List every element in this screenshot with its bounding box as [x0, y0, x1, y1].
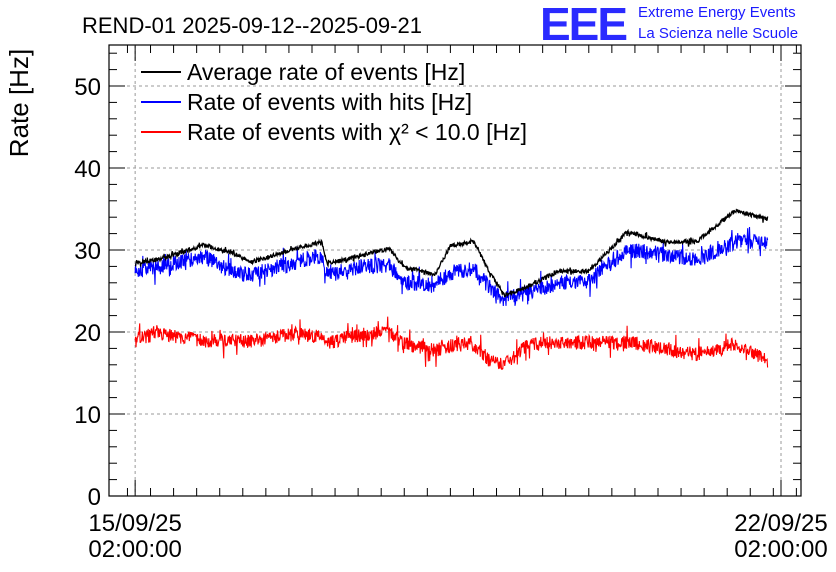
series-layer — [134, 208, 769, 370]
plot-frame — [108, 44, 802, 497]
logo-line-2: La Scienza nelle Scuole — [638, 25, 799, 42]
legend: Average rate of events [Hz] Rate of event… — [141, 59, 527, 145]
series-line-2 — [134, 226, 769, 307]
series-line-3 — [134, 316, 769, 370]
legend-label-1: Average rate of events [Hz] — [187, 59, 465, 85]
axis-ticks: 0102030405015/09/2502:00:0022/09/2502:00… — [74, 45, 828, 563]
logo-line-1: Extreme Energy Events — [638, 4, 796, 21]
y-tick-label: 50 — [74, 74, 101, 101]
chart-title: REND-01 2025-09-12--2025-09-21 — [82, 13, 422, 38]
x-tick-label-time: 02:00:00 — [88, 536, 181, 563]
series-line-1 — [134, 208, 769, 298]
y-tick-label: 10 — [74, 402, 101, 429]
legend-label-2: Rate of events with hits [Hz] — [187, 89, 472, 115]
x-tick-label-time: 02:00:00 — [734, 536, 827, 563]
x-tick-label-date: 15/09/25 — [88, 510, 181, 537]
x-tick-label-date: 22/09/25 — [734, 510, 827, 537]
y-tick-label: 0 — [88, 484, 101, 511]
grid-lines — [109, 45, 801, 496]
y-axis-label: Rate [Hz] — [4, 49, 34, 157]
y-tick-label: 20 — [74, 320, 101, 347]
eee-logo: EEE — [540, 0, 628, 50]
y-tick-label: 30 — [74, 238, 101, 265]
legend-label-3: Rate of events with χ² < 10.0 [Hz] — [187, 119, 527, 145]
y-tick-label: 40 — [74, 156, 101, 183]
